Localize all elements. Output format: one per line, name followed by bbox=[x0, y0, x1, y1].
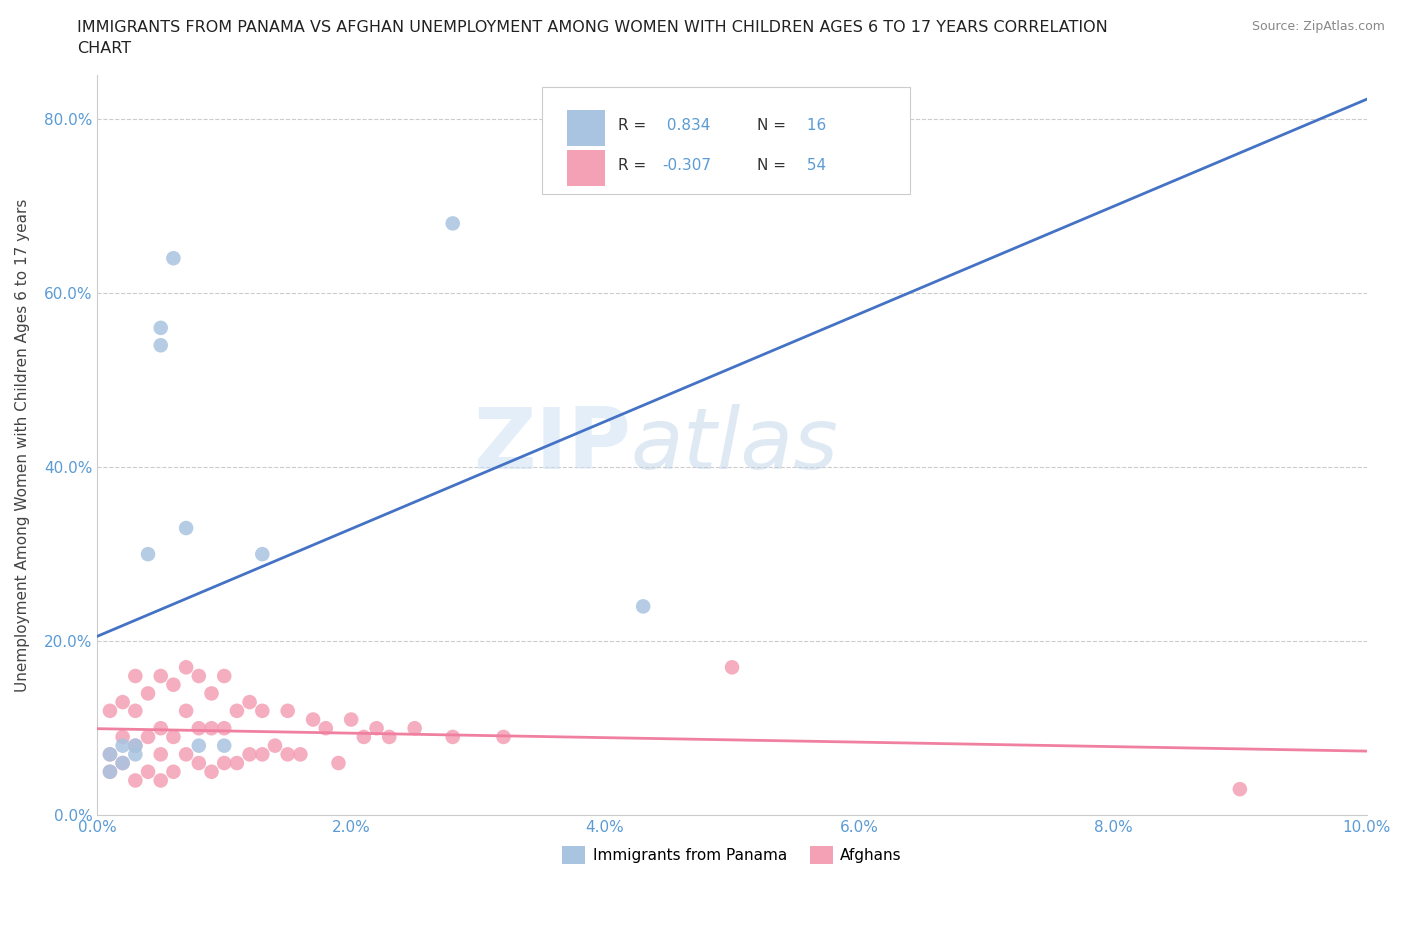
Point bbox=[174, 747, 197, 762]
Point bbox=[1229, 782, 1251, 797]
Point bbox=[187, 755, 209, 770]
Point bbox=[136, 547, 159, 562]
Point bbox=[136, 686, 159, 701]
Point bbox=[212, 721, 235, 736]
Point bbox=[98, 703, 121, 718]
Point bbox=[149, 321, 172, 336]
Point bbox=[252, 747, 274, 762]
Point bbox=[441, 216, 464, 231]
Point bbox=[162, 729, 184, 744]
Point bbox=[124, 738, 146, 753]
Point bbox=[187, 669, 209, 684]
Point bbox=[631, 599, 654, 614]
Point bbox=[98, 764, 121, 779]
Point bbox=[212, 738, 235, 753]
Point bbox=[149, 669, 172, 684]
Point bbox=[136, 729, 159, 744]
Point bbox=[111, 695, 134, 710]
Point bbox=[111, 729, 134, 744]
Point bbox=[187, 738, 209, 753]
Text: 54: 54 bbox=[801, 158, 825, 173]
Point bbox=[162, 764, 184, 779]
Point bbox=[124, 747, 146, 762]
Point bbox=[290, 747, 312, 762]
Point bbox=[136, 764, 159, 779]
Point bbox=[124, 773, 146, 788]
Point bbox=[340, 712, 363, 727]
Point bbox=[252, 703, 274, 718]
Point bbox=[252, 547, 274, 562]
Point bbox=[264, 738, 287, 753]
Point bbox=[200, 721, 222, 736]
Point bbox=[124, 703, 146, 718]
Text: IMMIGRANTS FROM PANAMA VS AFGHAN UNEMPLOYMENT AMONG WOMEN WITH CHILDREN AGES 6 T: IMMIGRANTS FROM PANAMA VS AFGHAN UNEMPLO… bbox=[77, 20, 1108, 35]
Point bbox=[111, 755, 134, 770]
Point bbox=[149, 338, 172, 352]
Point bbox=[200, 686, 222, 701]
Point bbox=[239, 747, 262, 762]
Point bbox=[174, 660, 197, 675]
Point bbox=[174, 521, 197, 536]
Text: CHART: CHART bbox=[77, 41, 131, 56]
Point bbox=[212, 669, 235, 684]
Point bbox=[124, 738, 146, 753]
Point bbox=[124, 669, 146, 684]
Point bbox=[98, 747, 121, 762]
Text: Source: ZipAtlas.com: Source: ZipAtlas.com bbox=[1251, 20, 1385, 33]
Point bbox=[98, 747, 121, 762]
Text: N =: N = bbox=[758, 118, 786, 133]
Point bbox=[98, 764, 121, 779]
FancyBboxPatch shape bbox=[567, 111, 605, 146]
FancyBboxPatch shape bbox=[541, 86, 910, 193]
Point bbox=[353, 729, 375, 744]
Point bbox=[315, 721, 337, 736]
Point bbox=[277, 703, 299, 718]
Point bbox=[225, 755, 247, 770]
Point bbox=[149, 747, 172, 762]
Point bbox=[277, 747, 299, 762]
Text: R =: R = bbox=[617, 158, 645, 173]
Point bbox=[721, 660, 744, 675]
Point bbox=[149, 721, 172, 736]
Point bbox=[111, 738, 134, 753]
Point bbox=[162, 677, 184, 692]
Y-axis label: Unemployment Among Women with Children Ages 6 to 17 years: Unemployment Among Women with Children A… bbox=[15, 199, 30, 692]
Point bbox=[404, 721, 426, 736]
Legend: Immigrants from Panama, Afghans: Immigrants from Panama, Afghans bbox=[555, 840, 908, 870]
Point bbox=[200, 764, 222, 779]
Point bbox=[492, 729, 515, 744]
Point bbox=[441, 729, 464, 744]
Point bbox=[366, 721, 388, 736]
Point bbox=[187, 721, 209, 736]
Text: 0.834: 0.834 bbox=[662, 118, 710, 133]
Text: N =: N = bbox=[758, 158, 786, 173]
Point bbox=[162, 251, 184, 266]
Text: atlas: atlas bbox=[630, 404, 838, 487]
Point bbox=[302, 712, 325, 727]
Point bbox=[149, 773, 172, 788]
Point bbox=[212, 755, 235, 770]
Text: R =: R = bbox=[617, 118, 645, 133]
Point bbox=[328, 755, 350, 770]
Text: 16: 16 bbox=[801, 118, 827, 133]
Point bbox=[111, 755, 134, 770]
Point bbox=[174, 703, 197, 718]
Text: -0.307: -0.307 bbox=[662, 158, 711, 173]
Point bbox=[225, 703, 247, 718]
Point bbox=[378, 729, 401, 744]
FancyBboxPatch shape bbox=[567, 151, 605, 186]
Point bbox=[239, 695, 262, 710]
Text: ZIP: ZIP bbox=[472, 404, 630, 487]
